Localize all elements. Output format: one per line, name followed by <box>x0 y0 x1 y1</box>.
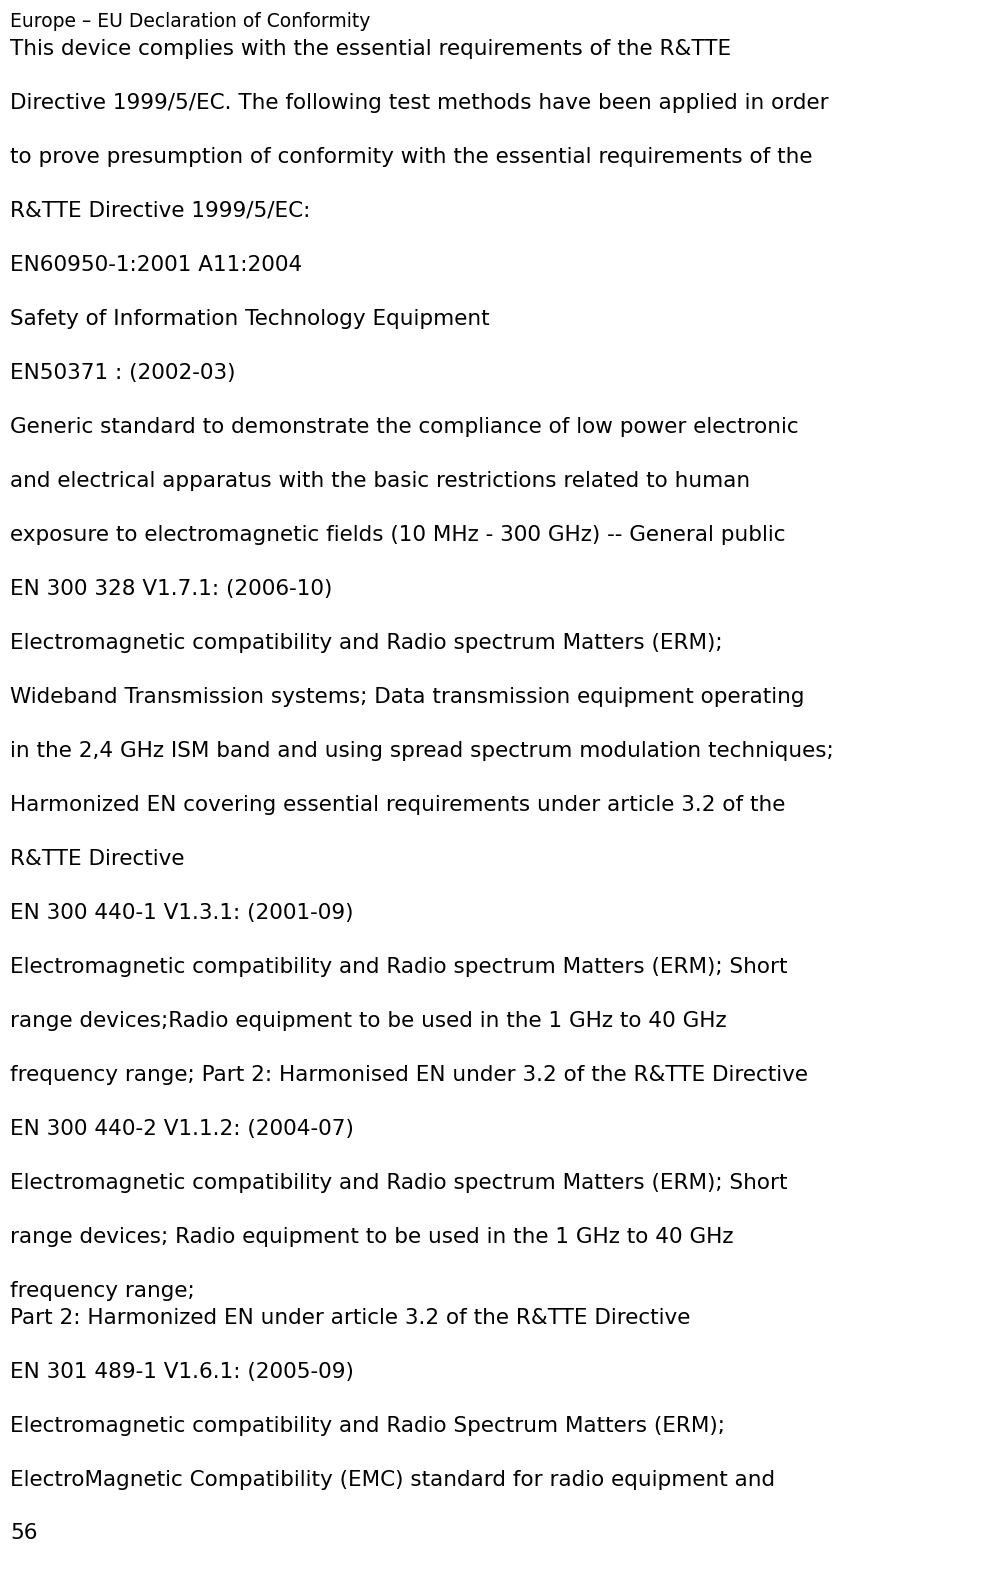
Text: Electromagnetic compatibility and Radio spectrum Matters (ERM); Short: Electromagnetic compatibility and Radio … <box>10 1173 788 1192</box>
Text: This device complies with the essential requirements of the R&TTE: This device complies with the essential … <box>10 39 731 60</box>
Text: and electrical apparatus with the basic restrictions related to human: and electrical apparatus with the basic … <box>10 470 750 491</box>
Text: range devices;Radio equipment to be used in the 1 GHz to 40 GHz: range devices;Radio equipment to be used… <box>10 1011 726 1030</box>
Text: EN 300 328 V1.7.1: (2006-10): EN 300 328 V1.7.1: (2006-10) <box>10 579 332 599</box>
Text: Electromagnetic compatibility and Radio Spectrum Matters (ERM);: Electromagnetic compatibility and Radio … <box>10 1416 725 1436</box>
Text: EN60950-1:2001 A11:2004: EN60950-1:2001 A11:2004 <box>10 255 303 275</box>
Text: EN 300 440-1 V1.3.1: (2001-09): EN 300 440-1 V1.3.1: (2001-09) <box>10 903 353 923</box>
Text: ElectroMagnetic Compatibility (EMC) standard for radio equipment and: ElectroMagnetic Compatibility (EMC) stan… <box>10 1471 775 1490</box>
Text: Europe – EU Declaration of Conformity: Europe – EU Declaration of Conformity <box>10 13 370 31</box>
Text: to prove presumption of conformity with the essential requirements of the: to prove presumption of conformity with … <box>10 146 812 167</box>
Text: exposure to electromagnetic fields (10 MHz - 300 GHz) -- General public: exposure to electromagnetic fields (10 M… <box>10 525 786 544</box>
Text: in the 2,4 GHz ISM band and using spread spectrum modulation techniques;: in the 2,4 GHz ISM band and using spread… <box>10 741 833 761</box>
Text: Safety of Information Technology Equipment: Safety of Information Technology Equipme… <box>10 308 490 329</box>
Text: range devices; Radio equipment to be used in the 1 GHz to 40 GHz: range devices; Radio equipment to be use… <box>10 1227 733 1247</box>
Text: Wideband Transmission systems; Data transmission equipment operating: Wideband Transmission systems; Data tran… <box>10 687 805 706</box>
Text: Generic standard to demonstrate the compliance of low power electronic: Generic standard to demonstrate the comp… <box>10 417 799 437</box>
Text: Directive 1999/5/EC. The following test methods have been applied in order: Directive 1999/5/EC. The following test … <box>10 93 828 113</box>
Text: frequency range; Part 2: Harmonised EN under 3.2 of the R&TTE Directive: frequency range; Part 2: Harmonised EN u… <box>10 1065 808 1085</box>
Text: EN50371 : (2002-03): EN50371 : (2002-03) <box>10 363 235 382</box>
Text: Part 2: Harmonized EN under article 3.2 of the R&TTE Directive: Part 2: Harmonized EN under article 3.2 … <box>10 1309 690 1328</box>
Text: Electromagnetic compatibility and Radio spectrum Matters (ERM); Short: Electromagnetic compatibility and Radio … <box>10 956 788 977</box>
Text: frequency range;: frequency range; <box>10 1280 194 1301</box>
Text: Harmonized EN covering essential requirements under article 3.2 of the: Harmonized EN covering essential require… <box>10 794 786 815</box>
Text: 56: 56 <box>10 1523 38 1543</box>
Text: R&TTE Directive: R&TTE Directive <box>10 849 185 868</box>
Text: EN 301 489-1 V1.6.1: (2005-09): EN 301 489-1 V1.6.1: (2005-09) <box>10 1362 354 1383</box>
Text: R&TTE Directive 1999/5/EC:: R&TTE Directive 1999/5/EC: <box>10 201 310 220</box>
Text: EN 300 440-2 V1.1.2: (2004-07): EN 300 440-2 V1.1.2: (2004-07) <box>10 1118 354 1139</box>
Text: Electromagnetic compatibility and Radio spectrum Matters (ERM);: Electromagnetic compatibility and Radio … <box>10 632 722 653</box>
